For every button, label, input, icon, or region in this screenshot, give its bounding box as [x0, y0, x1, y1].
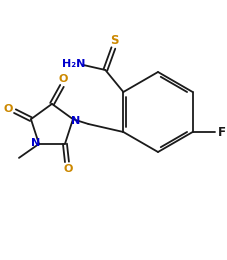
Text: O: O — [63, 164, 72, 174]
Text: S: S — [110, 34, 118, 47]
Text: F: F — [217, 126, 225, 139]
Text: N: N — [71, 116, 80, 126]
Text: H₂N: H₂N — [61, 59, 85, 69]
Text: N: N — [31, 138, 40, 148]
Text: O: O — [58, 74, 67, 84]
Text: O: O — [3, 104, 12, 114]
